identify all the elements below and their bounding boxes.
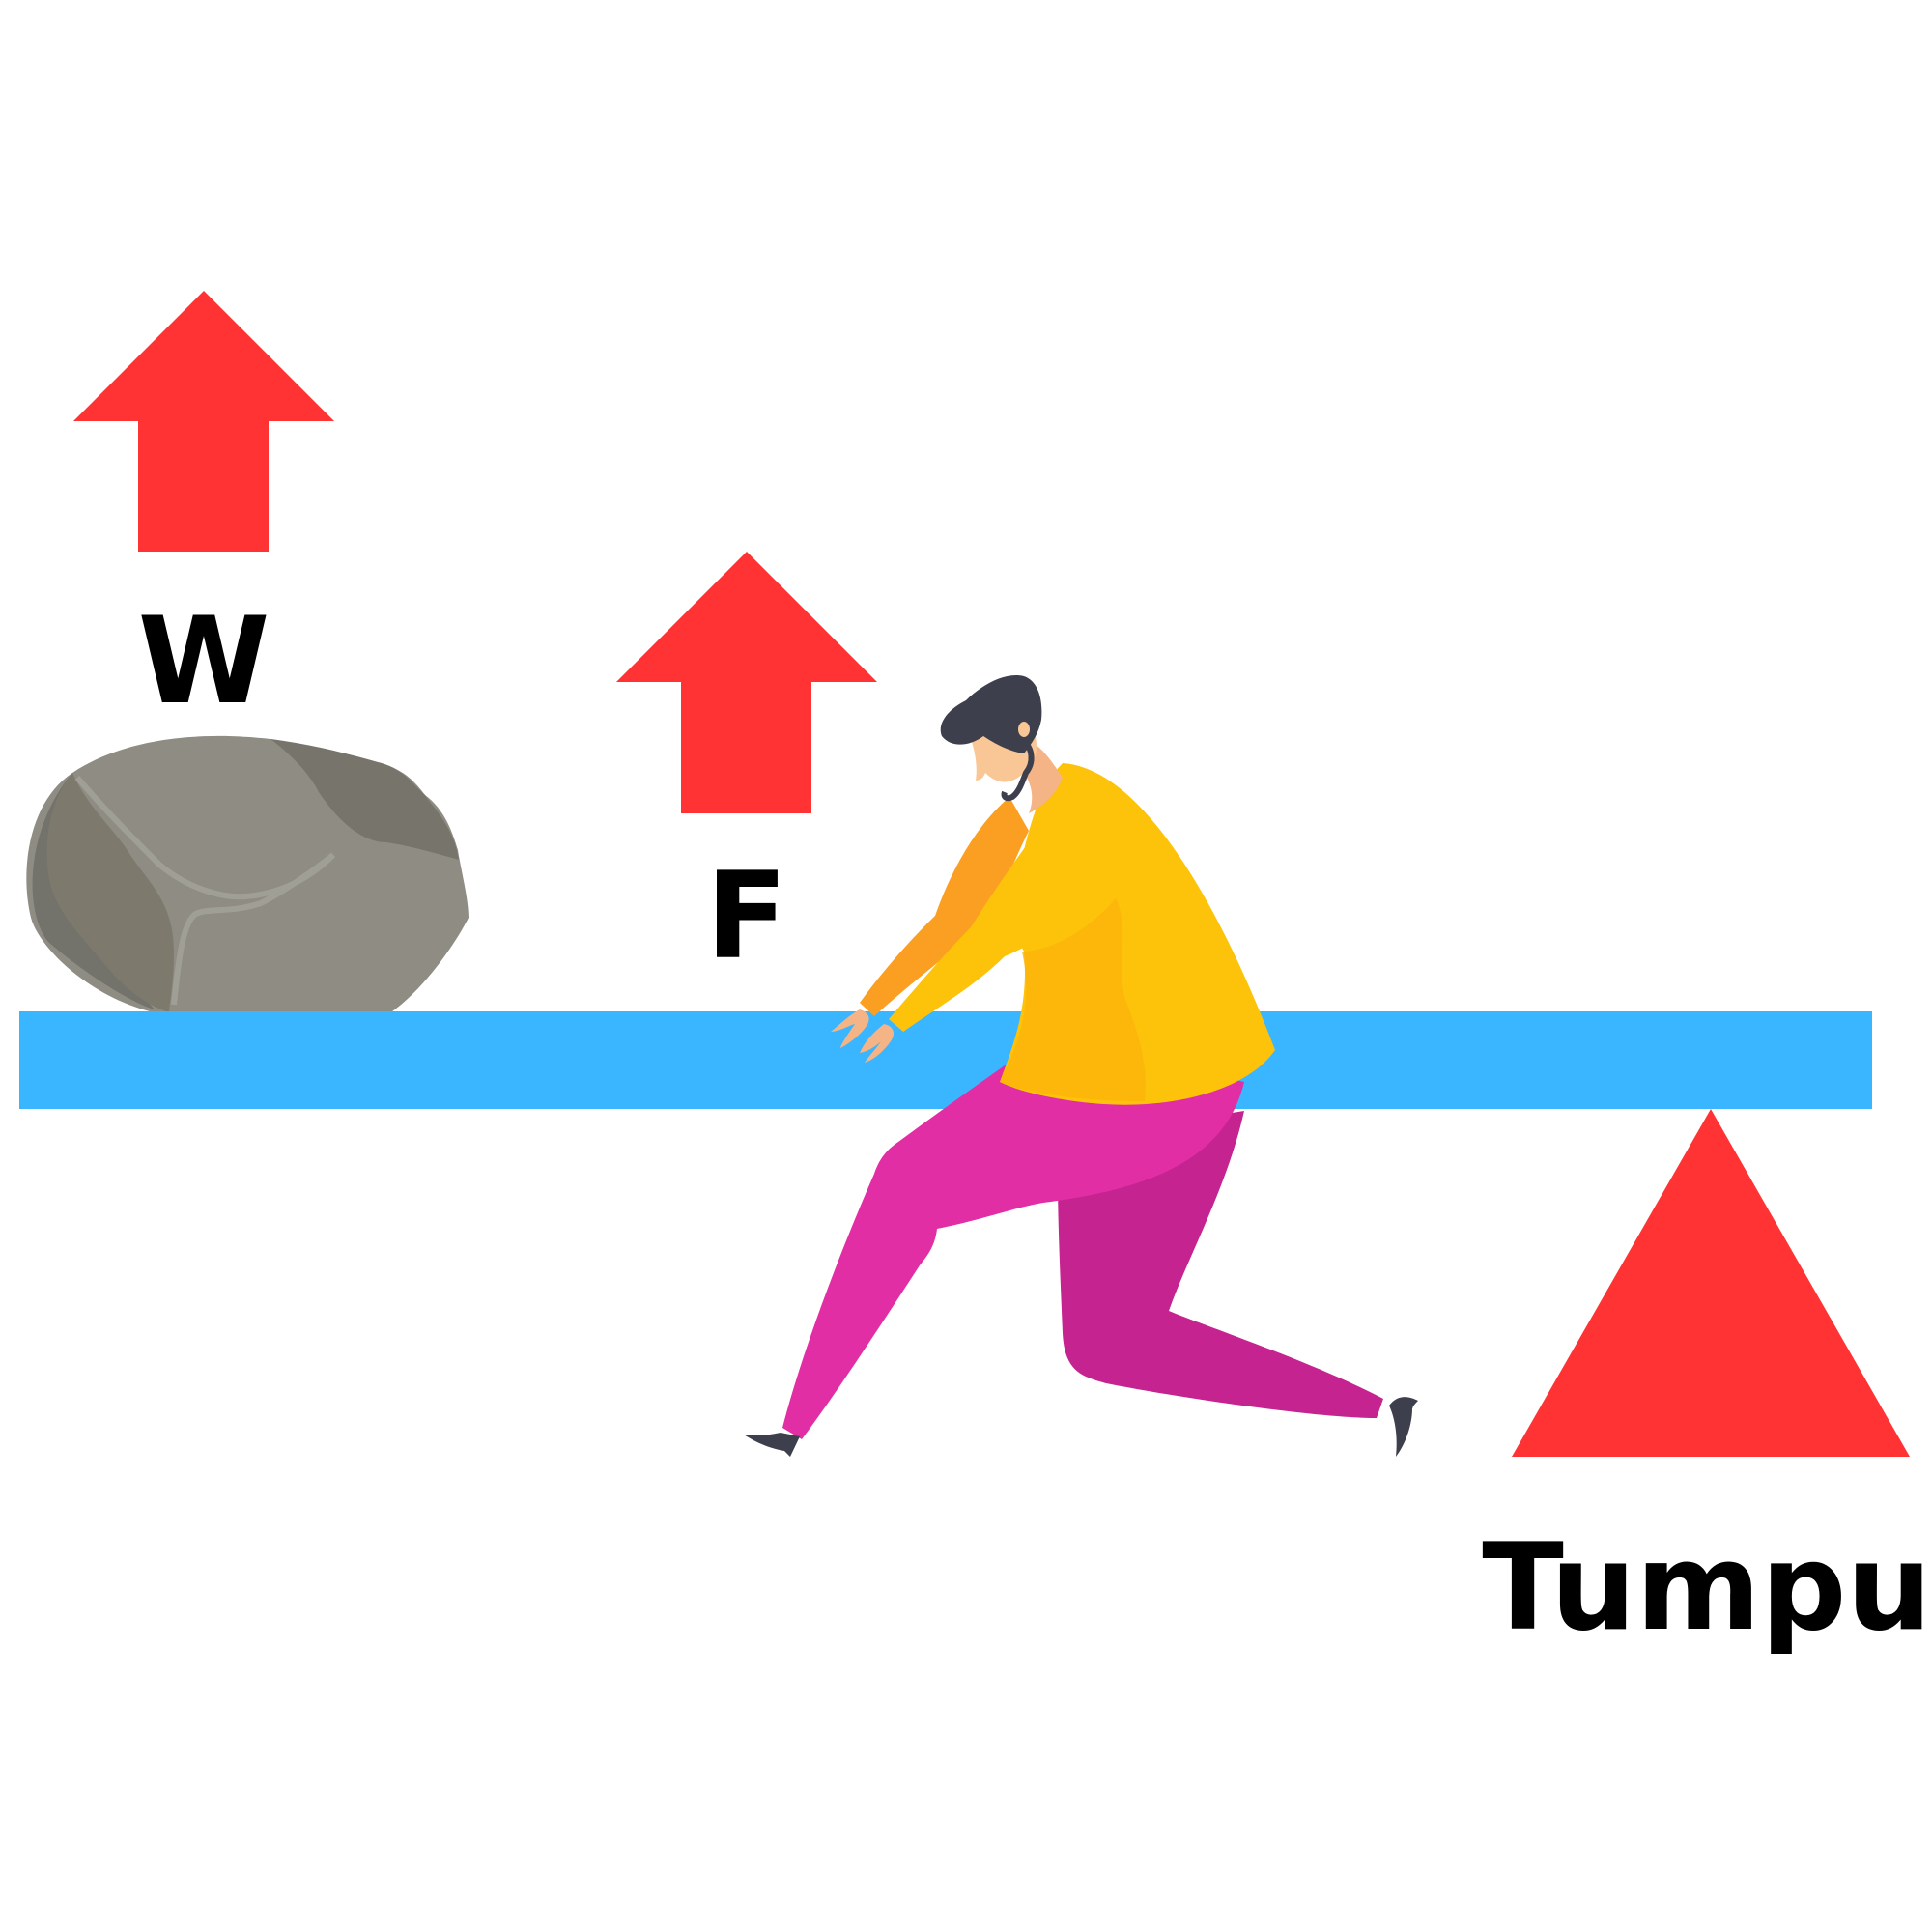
person-pushing-icon <box>744 675 1418 1457</box>
force-label: F <box>706 847 788 986</box>
rock-icon <box>26 735 469 1028</box>
fulcrum-triangle <box>1512 1109 1910 1457</box>
force-arrow <box>616 552 877 813</box>
weight-arrow <box>73 291 334 552</box>
lever-beam <box>19 1011 1872 1109</box>
fulcrum-label: Tumpu <box>1482 1519 1931 1658</box>
weight-label: W <box>138 592 270 731</box>
